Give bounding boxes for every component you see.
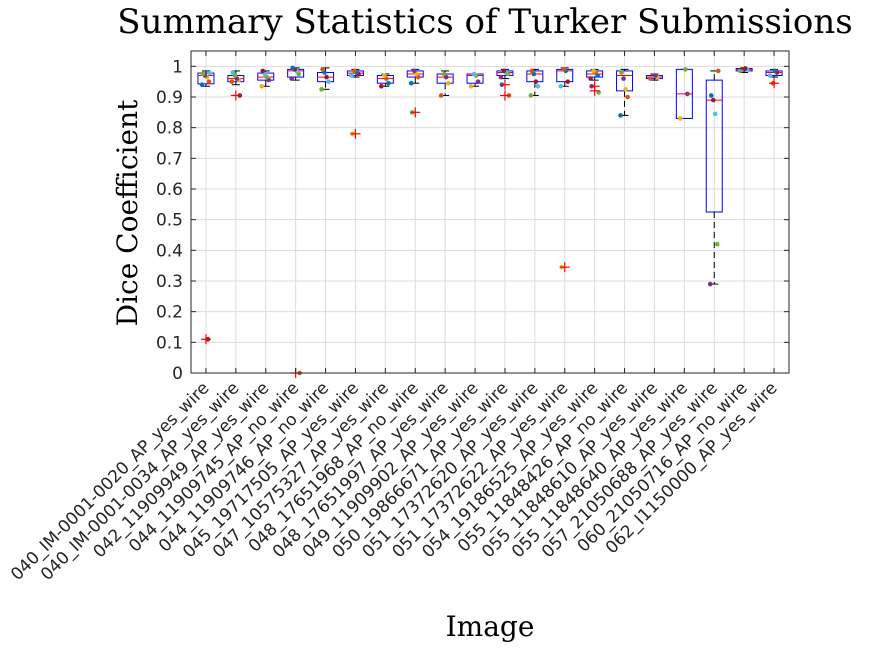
data-point	[501, 68, 507, 74]
data-point	[535, 83, 541, 89]
y-tick-labels: 0 0.1 0.2 0.3 0.4 0.5 0.6 0.7 0.8 0.9 1	[156, 57, 183, 384]
data-point	[475, 79, 481, 84]
data-point	[320, 67, 325, 72]
data-point	[529, 68, 535, 74]
data-point	[565, 79, 571, 84]
data-point	[621, 76, 626, 81]
data-point	[438, 93, 444, 98]
data-point	[772, 68, 778, 74]
data-point	[206, 79, 212, 84]
chart-title: Summary Statistics of Turker Submissions	[117, 2, 852, 42]
data-point	[289, 76, 294, 81]
data-point	[411, 68, 417, 74]
data-point	[683, 67, 688, 72]
data-point	[767, 73, 773, 78]
data-point	[259, 83, 265, 89]
iqr-box	[197, 72, 215, 85]
y-tick-label: 0.3	[156, 272, 183, 292]
iqr-box	[705, 79, 723, 213]
data-point	[229, 79, 235, 84]
data-point	[588, 76, 593, 81]
data-point	[653, 73, 658, 78]
data-point	[260, 68, 266, 74]
data-point	[408, 80, 414, 86]
data-point	[471, 71, 477, 77]
plot-frame	[190, 50, 790, 374]
data-point	[200, 71, 206, 77]
data-point	[558, 83, 564, 89]
data-point	[230, 70, 236, 75]
data-point	[290, 65, 295, 71]
data-point	[382, 73, 387, 78]
data-point	[319, 87, 324, 92]
data-point	[326, 79, 331, 84]
y-tick-label: 0.5	[156, 211, 183, 231]
y-axis-label: Dice Coefficient	[111, 99, 144, 326]
data-point	[324, 74, 329, 80]
y-tick-label: 0	[172, 364, 183, 384]
y-tick-label: 0.6	[156, 180, 183, 200]
data-point	[648, 76, 653, 81]
data-point	[445, 80, 451, 86]
data-point	[591, 68, 596, 74]
data-point	[199, 82, 205, 88]
x-axis-label: Image	[446, 610, 535, 643]
y-tick-label: 0.8	[156, 119, 183, 139]
y-tick-label: 0.2	[156, 303, 183, 323]
data-point	[708, 93, 714, 98]
data-point	[619, 70, 624, 75]
data-point	[533, 79, 539, 84]
data-point	[207, 70, 213, 76]
x-tick-labels: 040_IM-0001-0020_AP_yes_wire040_IM-0001-…	[7, 378, 781, 584]
axes-layer	[190, 50, 790, 374]
y-tick-label: 0.9	[156, 88, 183, 108]
data-point	[714, 241, 720, 247]
data-point	[707, 281, 713, 287]
data-point	[349, 73, 354, 78]
data-point	[352, 68, 357, 74]
data-point	[561, 67, 567, 72]
data-point	[618, 113, 623, 118]
data-point	[528, 93, 534, 98]
y-tick-label: 0.7	[156, 149, 183, 169]
data-point	[623, 87, 628, 92]
data-point	[625, 94, 630, 100]
point-layer	[199, 65, 780, 378]
y-tick-label: 0.4	[156, 241, 183, 261]
data-point	[498, 74, 504, 80]
data-point	[742, 66, 748, 71]
grid-lines	[191, 51, 789, 374]
y-tick-label: 1	[172, 57, 183, 77]
data-point	[685, 91, 690, 97]
data-point	[441, 71, 447, 77]
data-point	[715, 68, 721, 74]
y-tick-label: 0.1	[156, 333, 183, 353]
data-point	[710, 97, 716, 103]
data-point	[737, 68, 743, 74]
data-point	[678, 116, 683, 121]
data-point	[386, 80, 391, 86]
data-point	[712, 111, 718, 117]
data-point	[468, 83, 474, 89]
data-point	[379, 83, 384, 89]
